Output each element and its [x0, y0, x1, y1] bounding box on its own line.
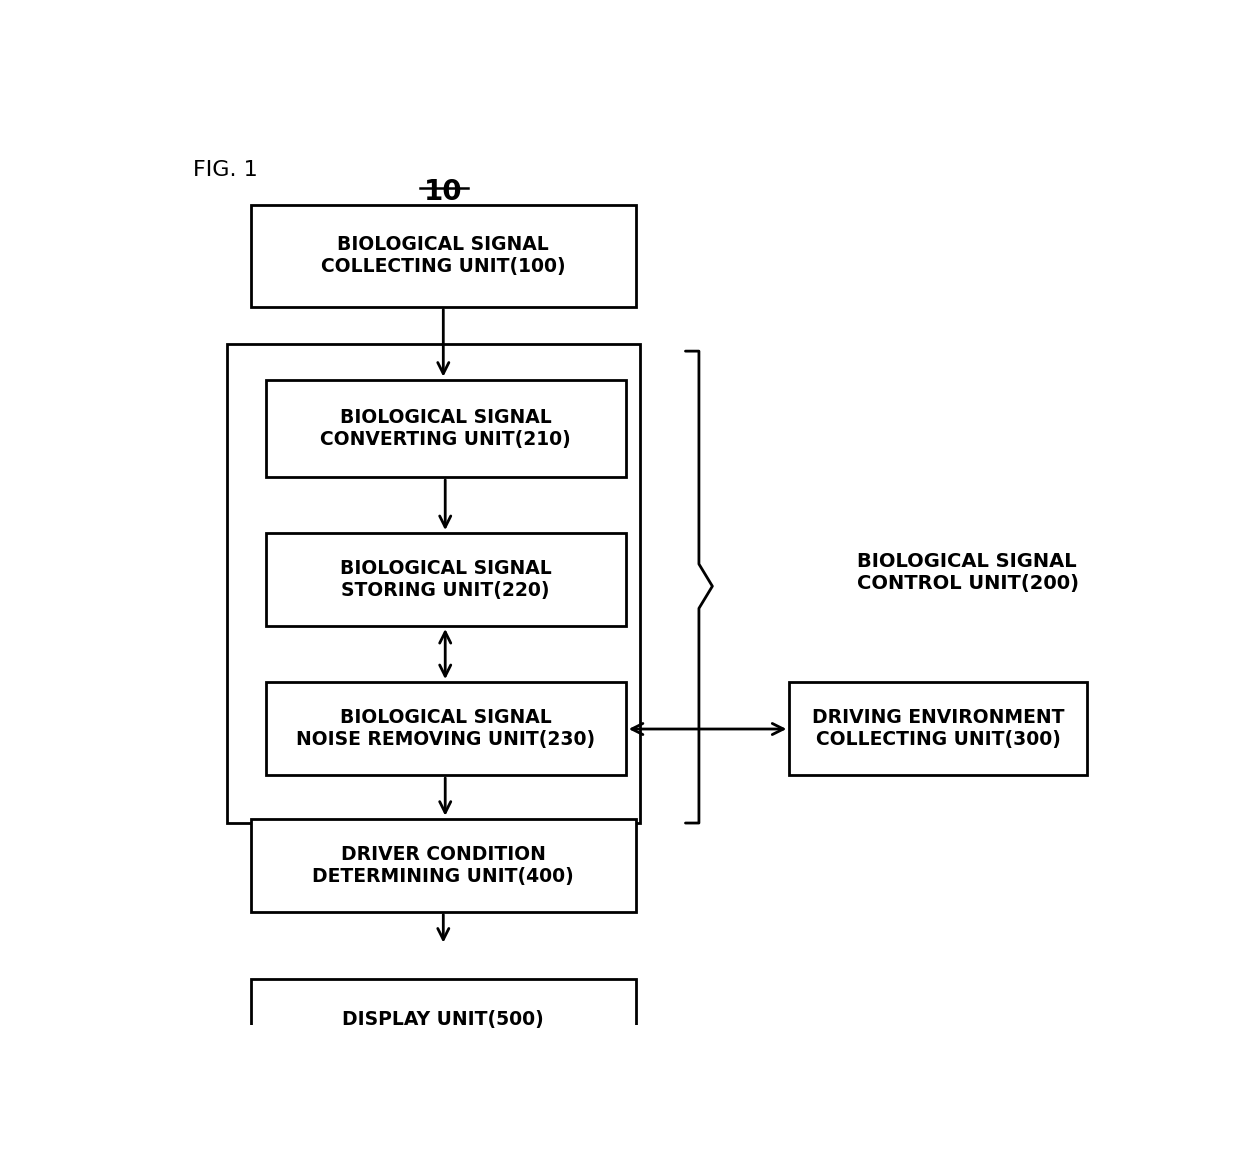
Bar	[265, 379, 626, 477]
Text: BIOLOGICAL SIGNAL
CONTROL UNIT(200): BIOLOGICAL SIGNAL CONTROL UNIT(200)	[857, 553, 1079, 593]
Bar	[789, 682, 1087, 775]
Bar	[265, 533, 626, 627]
Bar	[250, 819, 635, 911]
Text: FIG. 1: FIG. 1	[193, 160, 258, 181]
Text: BIOLOGICAL SIGNAL
STORING UNIT(220): BIOLOGICAL SIGNAL STORING UNIT(220)	[340, 559, 552, 600]
Text: DRIVING ENVIRONMENT
COLLECTING UNIT(300): DRIVING ENVIRONMENT COLLECTING UNIT(300)	[812, 708, 1064, 749]
Text: BIOLOGICAL SIGNAL
CONVERTING UNIT(210): BIOLOGICAL SIGNAL CONVERTING UNIT(210)	[320, 408, 572, 449]
Text: DRIVER CONDITION
DETERMINING UNIT(400): DRIVER CONDITION DETERMINING UNIT(400)	[312, 844, 574, 886]
Text: BIOLOGICAL SIGNAL
NOISE REMOVING UNIT(230): BIOLOGICAL SIGNAL NOISE REMOVING UNIT(23…	[296, 708, 595, 749]
Bar	[265, 682, 626, 775]
Text: 10: 10	[424, 179, 463, 206]
Bar	[250, 979, 635, 1059]
Text: DISPLAY UNIT(500): DISPLAY UNIT(500)	[342, 1009, 544, 1029]
Bar	[227, 344, 640, 823]
Bar	[250, 205, 635, 306]
Text: BIOLOGICAL SIGNAL
COLLECTING UNIT(100): BIOLOGICAL SIGNAL COLLECTING UNIT(100)	[321, 235, 565, 276]
